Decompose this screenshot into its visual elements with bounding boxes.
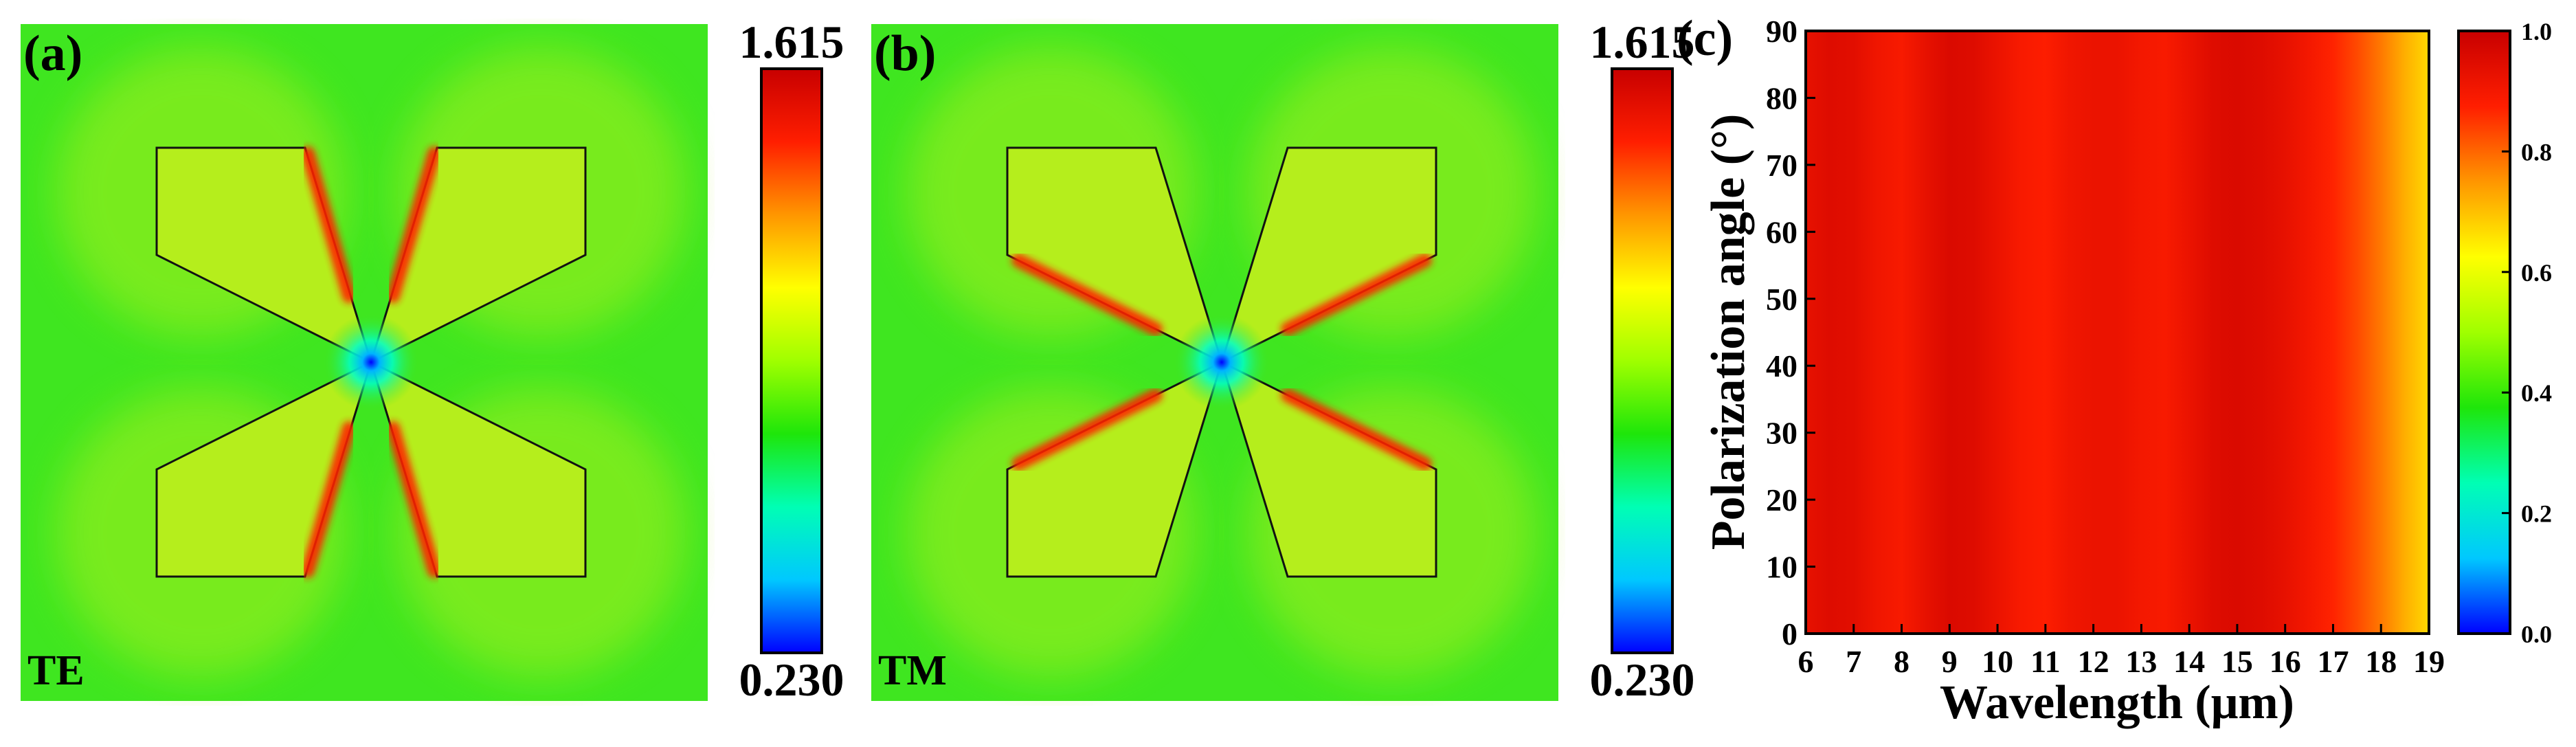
colorbar-tick-label: 0.6	[2521, 259, 2552, 287]
y-tick-label: 60	[1766, 214, 1797, 249]
y-tick-label: 30	[1766, 416, 1797, 451]
heatmap-y-axis-title: Polarization angle (°)	[1702, 114, 1755, 550]
x-tick-label: 17	[2317, 644, 2349, 679]
x-tick-label: 6	[1798, 644, 1814, 679]
x-tick-label: 7	[1846, 644, 1861, 679]
x-tick-label: 14	[2173, 644, 2205, 679]
x-tick-label: 12	[2078, 644, 2109, 679]
x-tick-label: 18	[2365, 644, 2397, 679]
panel-c-colorbar-ticks: 0.0 0.2 0.4 0.6 0.8 1.0	[2502, 18, 2552, 648]
heatmap-y-axis: 0 10 20 30 40 50 60 70 80 90	[1766, 14, 1815, 651]
x-tick-label: 9	[1942, 644, 1958, 679]
x-tick-label: 13	[2125, 644, 2157, 679]
panel-a-colorbar-ramp	[760, 67, 823, 654]
colorbar-tick-label: 1.0	[2521, 18, 2552, 45]
colorbar-tick-label: 0.0	[2521, 621, 2552, 648]
panel-a: (a) TE	[21, 24, 708, 701]
x-tick-label: 16	[2270, 644, 2301, 679]
hotspot-edge-2	[301, 146, 356, 303]
hotspot-edge-7	[1281, 388, 1432, 471]
y-tick-label: 80	[1766, 80, 1797, 115]
y-tick-label: 70	[1766, 148, 1797, 183]
y-tick-label: 10	[1766, 550, 1797, 585]
hotspot-edge-3	[386, 146, 441, 303]
panel-a-colorbar-max: 1.615	[739, 16, 844, 68]
y-tick-label: 50	[1766, 282, 1797, 317]
x-tick-label: 11	[2030, 644, 2060, 679]
hotspot-edge-5	[386, 421, 441, 578]
hotspot-edge-5	[1281, 254, 1432, 336]
panel-b: (b) TM	[871, 24, 1558, 701]
hotspot-edge-6	[1011, 388, 1163, 471]
panel-a-hotspots	[147, 146, 595, 578]
panel-b-hotspots	[1011, 138, 1432, 586]
y-tick-label: 40	[1766, 348, 1797, 383]
panel-a-center-dip	[323, 314, 419, 410]
panel-b-colorbar-ramp	[1611, 67, 1674, 654]
panel-a-label: (a)	[23, 25, 82, 82]
hotspot-edge-4	[1011, 254, 1163, 336]
y-tick-label: 0	[1782, 616, 1797, 651]
panel-b-center-dip	[1174, 314, 1270, 410]
colorbar-tick-label: 0.4	[2521, 379, 2552, 407]
panel-c-label: (c)	[1677, 10, 1733, 67]
panel-b-blades	[1006, 146, 1437, 578]
colorbar-tick-label: 0.8	[2521, 138, 2552, 166]
x-tick-label: 19	[2413, 644, 2445, 679]
heatmap-x-axis-title: Wavelength (μm)	[1940, 676, 2294, 729]
panel-b-mode-label: TM	[878, 647, 947, 694]
panel-b-colorbar: 1.615 0.230	[1590, 16, 1695, 706]
x-tick-label: 15	[2221, 644, 2253, 679]
panel-b-colorbar-min: 0.230	[1590, 654, 1695, 706]
heatmap-x-axis: 6 7 8 9 10 11 12 13 14 15 16 17 18 19	[1798, 624, 2445, 679]
y-tick-label: 20	[1766, 482, 1797, 517]
panel-c: (c) 6 7 8 9 10 11 12 13 14 15 16 17 18 19 0 10 20 30 40 50…	[1677, 10, 2445, 729]
panel-a-colorbar-min: 0.230	[739, 654, 844, 706]
panel-b-colorbar-max: 1.615	[1590, 16, 1695, 68]
y-tick-label: 90	[1766, 14, 1797, 49]
panel-a-colorbar: 1.615 0.230	[739, 16, 844, 706]
panel-b-label: (b)	[874, 25, 936, 82]
x-tick-label: 10	[1982, 644, 2013, 679]
panel-a-mode-label: TE	[27, 647, 85, 694]
x-tick-label: 8	[1894, 644, 1909, 679]
colorbar-tick-label: 0.2	[2521, 500, 2552, 528]
hotspot-edge-4	[301, 421, 356, 578]
panel-c-colorbar-ramp	[2457, 30, 2511, 635]
panel-c-colorbar: 0.0 0.2 0.4 0.6 0.8 1.0	[2457, 18, 2552, 648]
heatmap-plot-area	[1804, 30, 2430, 635]
